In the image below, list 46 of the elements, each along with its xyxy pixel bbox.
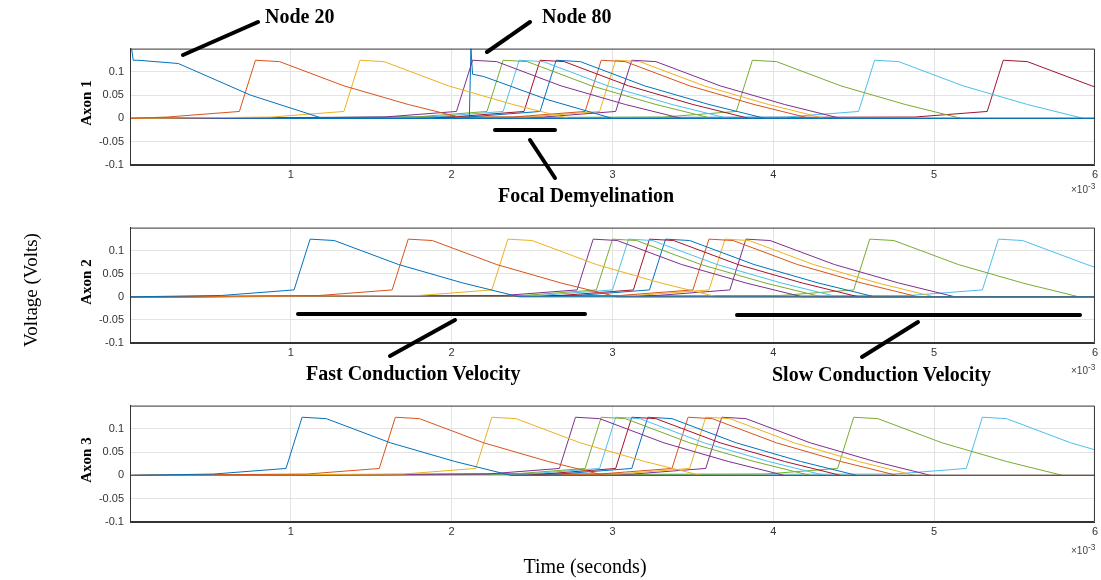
y-tick-label: -0.1: [105, 158, 124, 171]
x-tick-label: 3: [609, 345, 616, 358]
y-tick-label: 0: [117, 111, 124, 124]
y-tick-label: -0.1: [105, 515, 124, 528]
y-axis-title: Axon 2: [77, 258, 95, 305]
x-tick-label: 5: [931, 345, 938, 358]
x-tick-label: 6: [1091, 345, 1098, 358]
x-tick-label: 1: [287, 167, 294, 180]
x-tick-label: 2: [448, 345, 455, 358]
y-tick-label: 0.05: [102, 445, 124, 458]
x-tick-label: 3: [609, 167, 616, 180]
text: Node 80: [542, 5, 612, 27]
y-tick-label: 0.05: [102, 88, 124, 101]
x-tick-label: 2: [448, 524, 455, 537]
x-axis-title: Time (seconds): [523, 554, 647, 578]
y-tick-label: -0.05: [98, 491, 124, 504]
y-tick-label: 0: [117, 468, 124, 481]
x-tick-label: 4: [770, 167, 777, 180]
text: Focal Demyelination: [498, 184, 675, 206]
x-tick-label: 6: [1091, 167, 1098, 180]
y-tick-label: -0.1: [105, 336, 124, 349]
text: Slow Conduction Velocity: [772, 363, 991, 385]
x-tick-label: 1: [287, 524, 294, 537]
text: Fast Conduction Velocity: [306, 362, 521, 384]
y-tick-label: -0.05: [98, 134, 124, 147]
y-tick-label: 0: [117, 289, 124, 302]
y-axis-title: Axon 3: [77, 437, 95, 483]
text: ×10$^{-3}$: [1071, 181, 1096, 196]
x-tick-label: 5: [931, 524, 938, 537]
y-axis-title: Axon 1: [77, 80, 95, 126]
x-tick-label: 5: [931, 167, 938, 180]
y-tick-label: 0.05: [102, 266, 124, 279]
x-tick-label: 3: [609, 524, 616, 537]
text: ×10$^{-3}$: [1071, 362, 1096, 377]
x-tick-label: 2: [448, 167, 455, 180]
y-tick-label: -0.05: [98, 312, 124, 325]
text: Node 20: [265, 5, 335, 27]
text: Voltage (Volts): [19, 233, 41, 347]
x-tick-label: 4: [770, 345, 777, 358]
x-tick-label: 6: [1091, 524, 1098, 537]
text: ×10$^{-3}$: [1071, 542, 1096, 557]
x-tick-label: 4: [770, 524, 777, 537]
x-tick-label: 1: [287, 345, 294, 358]
y-tick-label: 0.1: [108, 243, 124, 256]
y-tick-label: 0.1: [108, 64, 124, 77]
y-tick-label: 0.1: [108, 421, 124, 434]
